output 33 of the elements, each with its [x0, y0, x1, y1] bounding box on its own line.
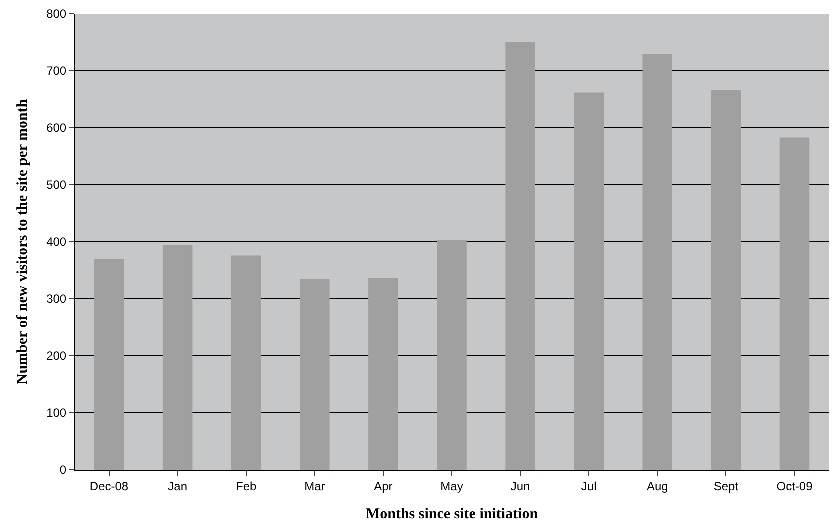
x-tick-label: Aug — [646, 479, 668, 494]
bar — [642, 54, 673, 470]
x-tick-label: Jun — [510, 479, 530, 494]
bar — [300, 279, 330, 470]
y-tick-label: 200 — [46, 349, 67, 364]
y-tick-label: 700 — [46, 64, 67, 78]
x-tick-label: Dec-08 — [90, 479, 129, 494]
bar — [162, 245, 193, 470]
x-axis-title: Months since site initiation — [366, 506, 539, 522]
bar — [574, 92, 604, 470]
bar — [506, 42, 536, 470]
bar — [94, 259, 124, 470]
y-tick-label: 600 — [46, 121, 67, 136]
y-tick-label: 300 — [46, 292, 67, 306]
y-tick-label: 400 — [46, 235, 67, 250]
y-tick-label: 0 — [60, 463, 67, 478]
x-tick-label: Jul — [581, 479, 597, 494]
x-tick-label: Jan — [168, 479, 188, 494]
x-tick-label: Sept — [714, 479, 740, 494]
bar — [437, 240, 467, 470]
x-tick-label: Oct-09 — [776, 479, 814, 494]
y-tick-label: 800 — [46, 7, 67, 22]
y-tick-label: 100 — [46, 406, 67, 420]
x-tick-label: Mar — [304, 479, 326, 494]
x-tick-label: May — [440, 479, 464, 494]
x-tick-label: Feb — [236, 479, 258, 494]
y-tick-label: 500 — [46, 178, 67, 192]
x-tick-label: Apr — [374, 479, 393, 494]
bar — [231, 256, 262, 470]
y-axis-title: Number of new visitors to the site per month — [14, 98, 31, 385]
bar — [368, 278, 398, 470]
bar — [780, 138, 810, 470]
bar — [711, 90, 742, 470]
